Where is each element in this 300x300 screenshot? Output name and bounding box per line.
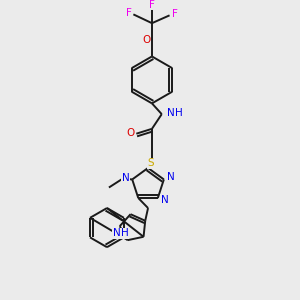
Text: H: H: [176, 108, 183, 118]
Text: F: F: [125, 8, 131, 18]
Text: H: H: [121, 228, 128, 238]
Text: N: N: [167, 108, 174, 118]
Text: F: F: [172, 9, 177, 20]
Text: S: S: [148, 158, 154, 168]
Text: O: O: [142, 35, 150, 45]
Text: N: N: [161, 195, 169, 205]
Text: N: N: [167, 172, 175, 182]
Text: N: N: [122, 173, 129, 184]
Text: O: O: [126, 128, 135, 138]
Text: F: F: [149, 0, 155, 10]
Text: N: N: [113, 228, 121, 238]
